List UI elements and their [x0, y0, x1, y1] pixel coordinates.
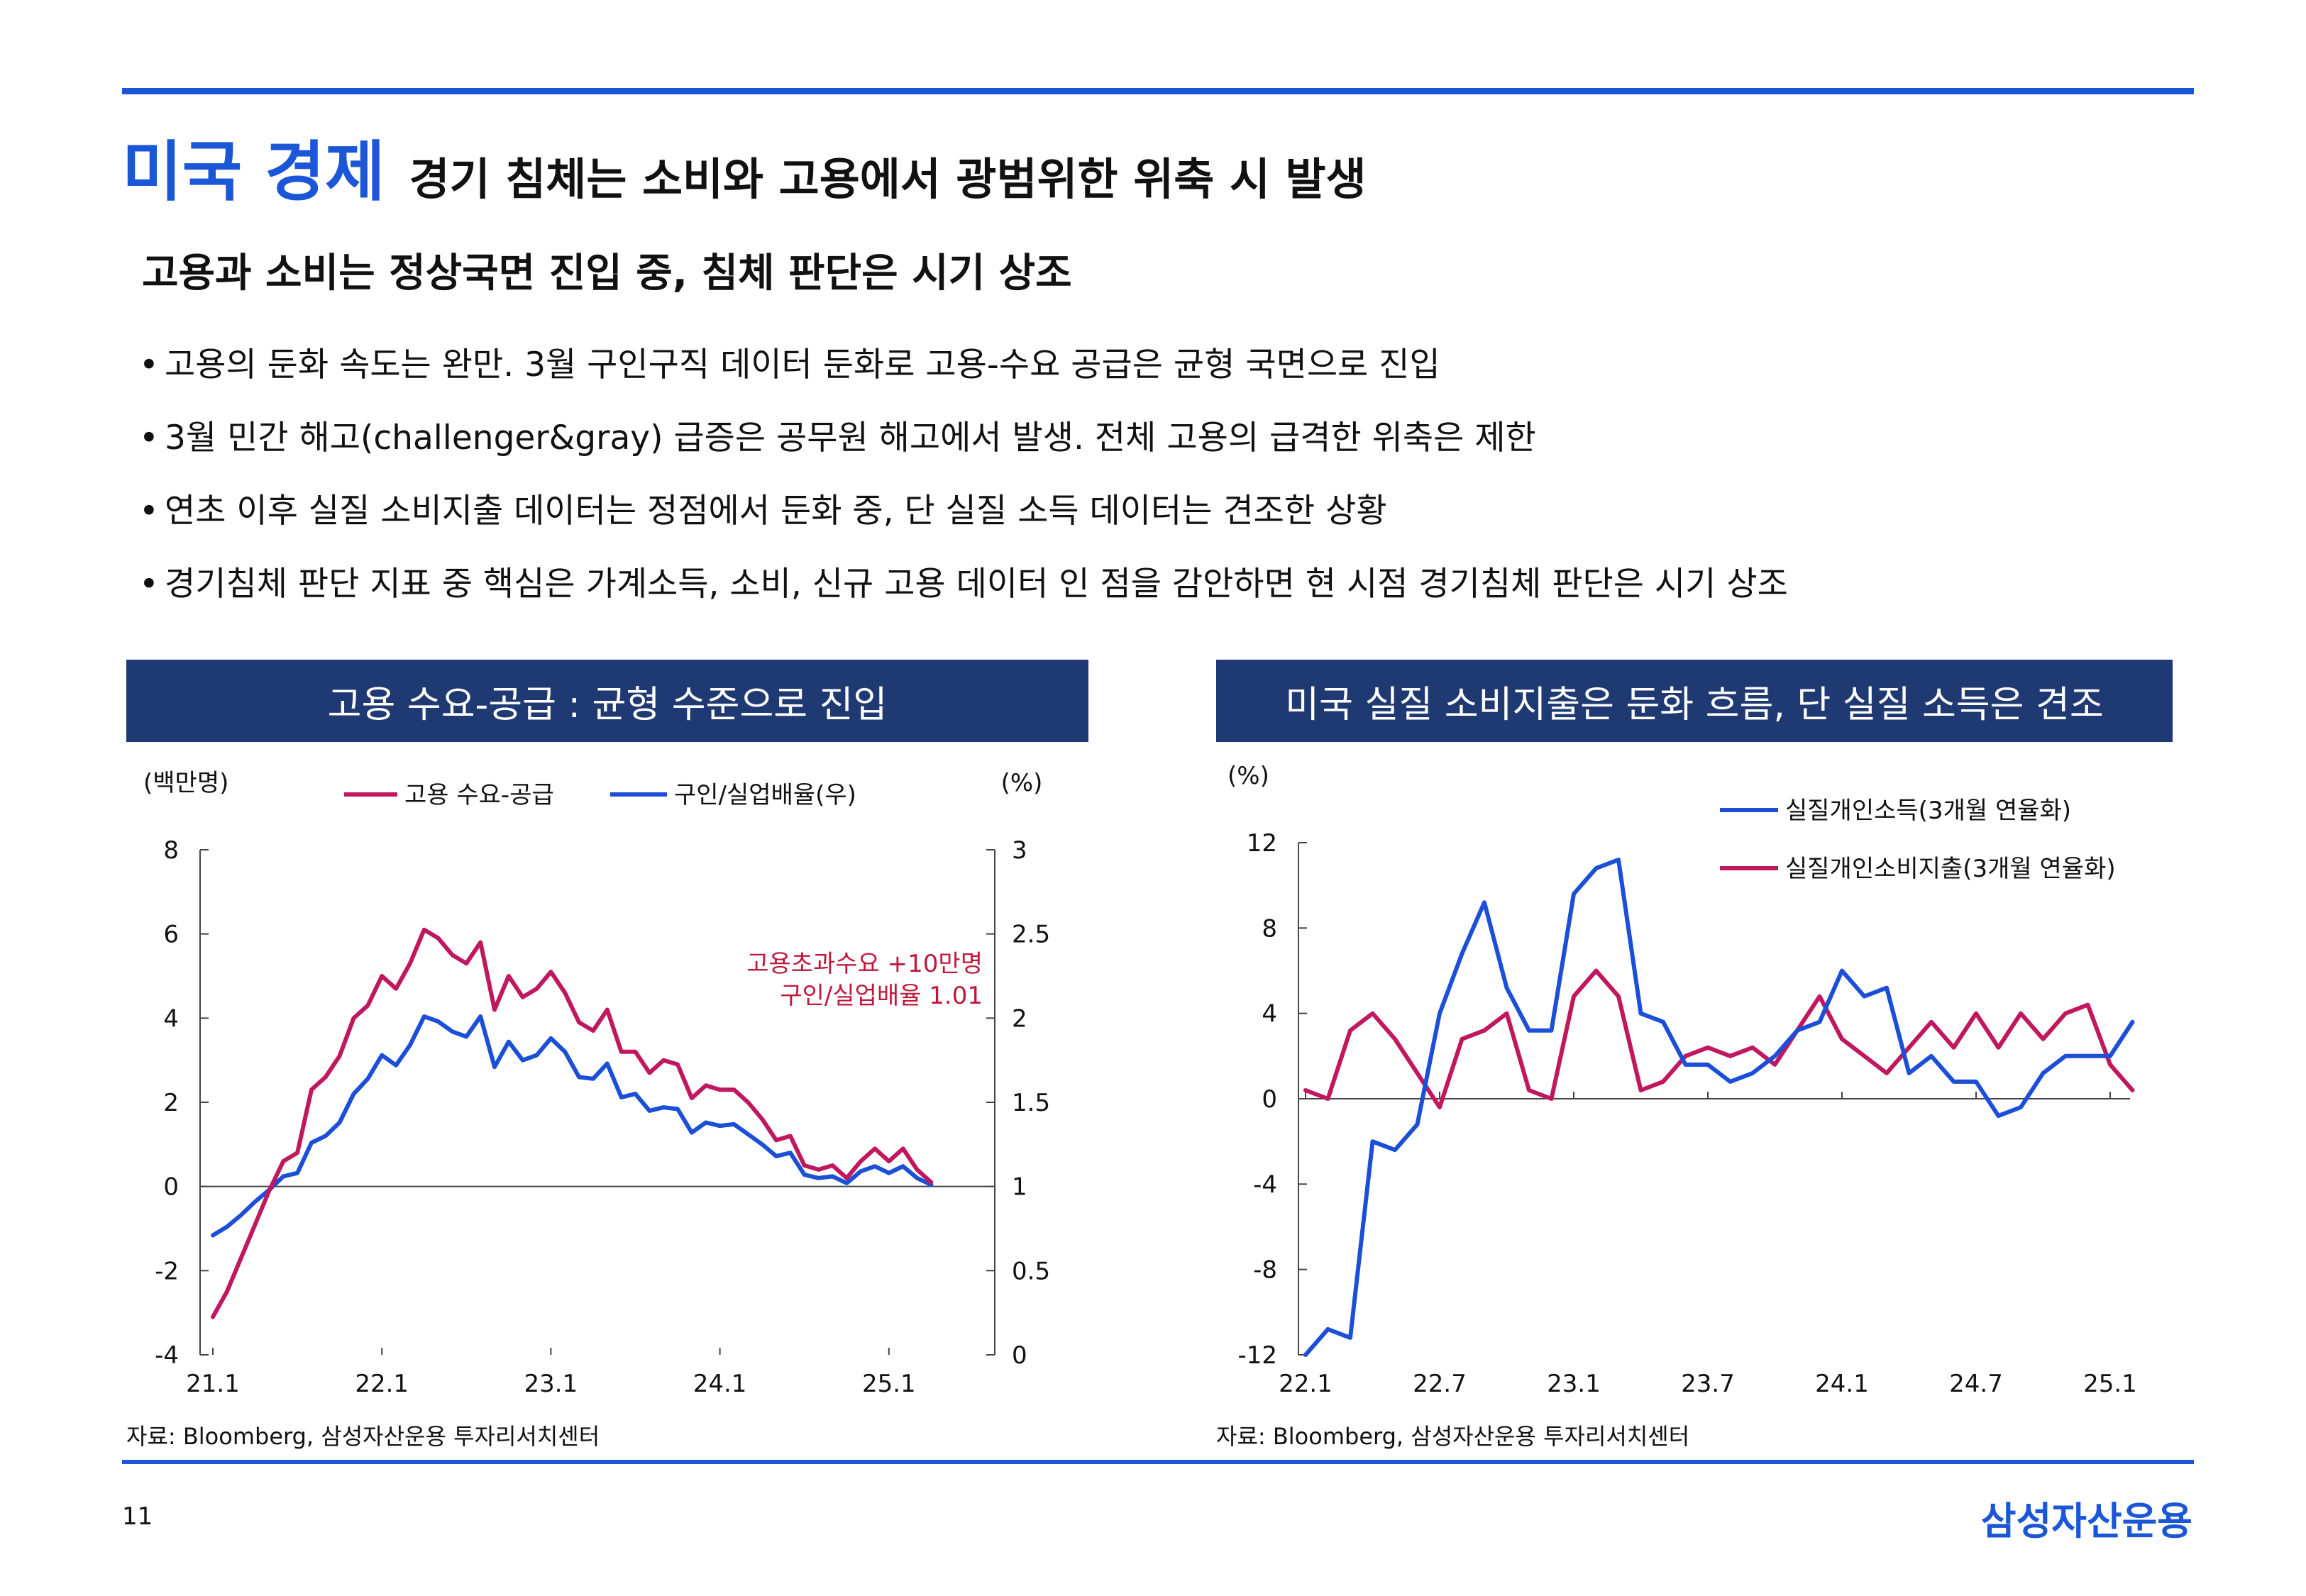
- y-tick-label: -8: [1253, 1256, 1277, 1285]
- left-y-tick-label: 4: [163, 1004, 179, 1033]
- x-tick-label: 23.7: [1681, 1370, 1735, 1398]
- x-tick-label: 23.1: [524, 1370, 578, 1398]
- x-tick-label: 22.7: [1413, 1370, 1467, 1398]
- left-y-tick-label: 2: [163, 1089, 179, 1117]
- labor-demand-supply-chart: 8 6 4 2 0 -2 -4 3 2.5 2 1.5 1 0.5 0 21.1 22.1 23.1 24.1 25…: [99, 759, 1107, 1412]
- right-y-tick-label: 1.5: [1012, 1089, 1050, 1117]
- page-header: 미국 경제 경기 침체는 소비와 고용에서 광범위한 위축 시 발생: [122, 119, 1367, 214]
- x-tick-label: 21.1: [186, 1370, 240, 1398]
- real-income-spending-chart: 12 8 4 0 -4 -8 -12 22.1 22.7 23.1 23.7 24.1 24.7 25.1…: [1206, 759, 2200, 1412]
- x-tick-label: 24.7: [1949, 1370, 2003, 1398]
- left-y-tick-label: -4: [155, 1341, 179, 1370]
- series-line-labor-demand-supply: [211, 927, 934, 1319]
- bullet-item: • 3월 민간 해고(challenger&gray) 급증은 공무원 해고에서 …: [139, 414, 1788, 487]
- bullet-text: 연초 이후 실질 소비지출 데이터는 정점에서 둔화 중, 단 실질 소득 데이…: [165, 492, 1387, 531]
- bullet-item: • 경기침체 판단 지표 중 핵심은 가계소득, 소비, 신규 고용 데이터 인 …: [139, 560, 1788, 633]
- y-tick-label: 4: [1262, 1000, 1277, 1029]
- bullet-list: • 고용의 둔화 속도는 완만. 3월 구인구직 데이터 둔화로 고용-수요 공급…: [139, 340, 1788, 633]
- y-tick-label: -12: [1237, 1341, 1277, 1370]
- left-y-tick-label: 0: [163, 1173, 179, 1202]
- x-tick-label: 22.1: [355, 1370, 409, 1398]
- x-tick-label: 25.1: [862, 1370, 916, 1398]
- legend-label-real-spending: 실질개인소비지출(3개월 연율화): [1785, 855, 2116, 883]
- x-tick-label: 24.1: [693, 1370, 747, 1398]
- x-tick-label: 22.1: [1279, 1370, 1333, 1398]
- y-tick-label: -4: [1253, 1170, 1277, 1199]
- top-rule: [122, 88, 2194, 94]
- y-tick-label: 8: [1262, 914, 1277, 943]
- section-title: 미국 경제: [122, 134, 385, 210]
- bullet-item: • 고용의 둔화 속도는 완만. 3월 구인구직 데이터 둔화로 고용-수요 공급…: [139, 340, 1788, 414]
- left-y-tick-label: -2: [155, 1257, 179, 1285]
- right-y-tick-label: 2: [1012, 1004, 1027, 1033]
- right-y-tick-label: 0.5: [1012, 1257, 1050, 1285]
- bullet-dot: •: [139, 565, 159, 604]
- page-subtitle: 고용과 소비는 정상국면 진입 중, 침체 판단은 시기 상조: [142, 250, 1072, 297]
- annotation-line-2: 구인/실업배율 1.01: [780, 982, 983, 1010]
- legend-label-job-openings-ratio: 구인/실업배율(우): [674, 781, 856, 809]
- bullet-text: 경기침체 판단 지표 중 핵심은 가계소득, 소비, 신규 고용 데이터 인 점…: [165, 565, 1788, 604]
- right-y-tick-label: 3: [1012, 836, 1027, 865]
- company-logo: 삼성자산운용: [1980, 1499, 2192, 1544]
- bullet-dot: •: [139, 492, 159, 531]
- x-tick-label: 23.1: [1547, 1370, 1601, 1398]
- bullet-text: 고용의 둔화 속도는 완만. 3월 구인구직 데이터 둔화로 고용-수요 공급은…: [165, 345, 1440, 384]
- left-y-tick-label: 8: [163, 836, 179, 865]
- labor-chart-svg: 8 6 4 2 0 -2 -4 3 2.5 2 1.5 1 0.5 0 21.1 22.1 23.1 24.1 25…: [143, 769, 1050, 1398]
- y-tick-label: 0: [1262, 1085, 1277, 1114]
- bullet-dot: •: [139, 419, 159, 458]
- right-y-tick-label: 0: [1012, 1341, 1027, 1370]
- bullet-item: • 연초 이후 실질 소비지출 데이터는 정점에서 둔화 중, 단 실질 소득 데…: [139, 487, 1788, 560]
- series-line-job-openings-ratio: [211, 1014, 934, 1238]
- bottom-rule: [122, 1460, 2194, 1464]
- page-number: 11: [122, 1502, 153, 1531]
- series-line-real-spending: [1303, 968, 2135, 1109]
- annotation-line-1: 고용초과수요 +10만명: [746, 950, 983, 978]
- legend-label-labor-demand-supply: 고용 수요-공급: [404, 781, 554, 809]
- y-tick-label: 12: [1247, 829, 1277, 858]
- bullet-dot: •: [139, 345, 159, 384]
- right-y-tick-label: 1: [1012, 1173, 1027, 1202]
- legend-label-real-income: 실질개인소득(3개월 연율화): [1785, 797, 2071, 825]
- left-chart-header: 고용 수요-공급 : 균형 수준으로 진입: [126, 660, 1088, 742]
- right-axis-unit: (%): [1001, 769, 1043, 797]
- y-axis-unit: (%): [1228, 762, 1269, 790]
- left-axis-unit: (백만명): [143, 769, 228, 797]
- right-y-tick-label: 2.5: [1012, 921, 1050, 949]
- left-chart-source: 자료: Bloomberg, 삼성자산운용 투자리서치센터: [126, 1423, 600, 1450]
- x-tick-label: 24.1: [1815, 1370, 1869, 1398]
- series-line-real-income: [1303, 858, 2135, 1357]
- bullet-text: 3월 민간 해고(challenger&gray) 급증은 공무원 해고에서 발…: [165, 419, 1536, 458]
- right-chart-header: 미국 실질 소비지출은 둔화 흐름, 단 실질 소득은 견조: [1216, 660, 2173, 742]
- headline: 경기 침체는 소비와 고용에서 광범위한 위축 시 발생: [409, 153, 1367, 205]
- left-y-tick-label: 6: [163, 921, 179, 949]
- right-chart-source: 자료: Bloomberg, 삼성자산운용 투자리서치센터: [1216, 1423, 1690, 1450]
- x-tick-label: 25.1: [2083, 1370, 2137, 1398]
